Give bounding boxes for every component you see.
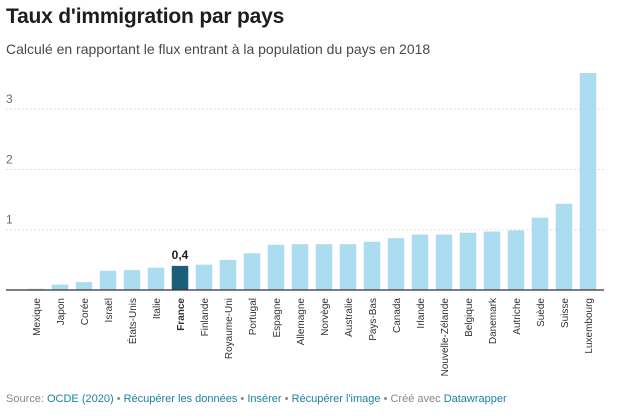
x-tick-label: États-Unis — [126, 298, 139, 344]
x-tick-label: Pays-Bas — [368, 298, 379, 341]
x-tick-label: Autriche — [512, 298, 523, 335]
x-tick-label: Luxembourg — [584, 298, 595, 354]
y-tick-label: 1 — [6, 213, 13, 227]
bar — [531, 217, 549, 290]
x-tick-label: Norvège — [320, 298, 331, 336]
bar — [27, 288, 45, 290]
source-link[interactable]: OCDE (2020) — [46, 393, 114, 405]
x-tick-label: Portugal — [248, 298, 259, 335]
x-tick-label: Finlande — [200, 298, 211, 337]
bar — [555, 203, 573, 290]
get-image-link[interactable]: Récupérer l'image — [291, 393, 381, 405]
bar — [75, 282, 93, 290]
footer-separator: • — [383, 393, 388, 405]
x-tick-label: Australie — [344, 298, 355, 337]
footer-separator: • — [116, 393, 121, 405]
x-tick-label: Israël — [104, 298, 115, 322]
x-tick-label: Espagne — [272, 298, 283, 338]
x-tick-label: France — [176, 298, 187, 331]
x-tick-label: Italie — [152, 298, 163, 320]
bar — [267, 244, 285, 290]
footer-separator: • — [284, 393, 289, 405]
bar — [195, 264, 213, 290]
bar — [291, 244, 309, 290]
bar — [99, 270, 117, 290]
created-with-label: Créé avec — [390, 393, 441, 405]
x-tick-label: Mexique — [32, 298, 43, 336]
bar-chart: 1 2 3 Mexique Japon Corée Israël États-Unis Ital… — [6, 73, 604, 377]
chart-subtitle: Calculé en rapportant le flux entrant à … — [6, 41, 431, 57]
x-tick-label: Allemagne — [296, 298, 307, 346]
embed-link[interactable]: Insérer — [247, 393, 282, 405]
bar — [339, 244, 357, 290]
source-label: Source: — [6, 393, 44, 405]
data-label: 0,4 — [172, 248, 189, 262]
footer-separator: • — [240, 393, 245, 405]
y-tick-label: 2 — [6, 152, 13, 166]
bar — [147, 267, 165, 290]
x-tick-label: Japon — [56, 298, 67, 325]
bar — [171, 265, 189, 290]
bar — [411, 234, 429, 290]
footer: Source: OCDE (2020) • Récupérer les donn… — [6, 393, 507, 405]
bar — [579, 73, 597, 290]
x-tick-label: Danemark — [488, 297, 499, 344]
bar — [51, 284, 69, 290]
x-tick-label: Canada — [392, 298, 403, 333]
bar — [219, 259, 237, 290]
bar — [363, 241, 381, 290]
bar — [435, 234, 453, 290]
bar — [507, 230, 525, 290]
get-data-link[interactable]: Récupérer les données — [123, 393, 238, 405]
x-tick-label: Royaume-Uni — [224, 298, 235, 359]
x-tick-label: Corée — [80, 298, 91, 326]
bar — [459, 232, 477, 290]
chart-title: Taux d'immigration par pays — [6, 5, 285, 28]
x-tick-label: Suisse — [560, 298, 571, 328]
datawrapper-link[interactable]: Datawrapper — [443, 393, 507, 405]
bar — [483, 231, 501, 290]
y-tick-label: 3 — [6, 92, 13, 106]
bar — [387, 238, 405, 290]
x-tick-label: Belgique — [464, 298, 475, 337]
bar — [243, 253, 261, 290]
x-tick-label: Suède — [536, 298, 547, 327]
x-tick-label: Nouvelle-Zélande — [440, 298, 451, 377]
bar — [315, 244, 333, 290]
x-tick-label: Irlande — [416, 298, 427, 329]
bar — [123, 270, 141, 290]
